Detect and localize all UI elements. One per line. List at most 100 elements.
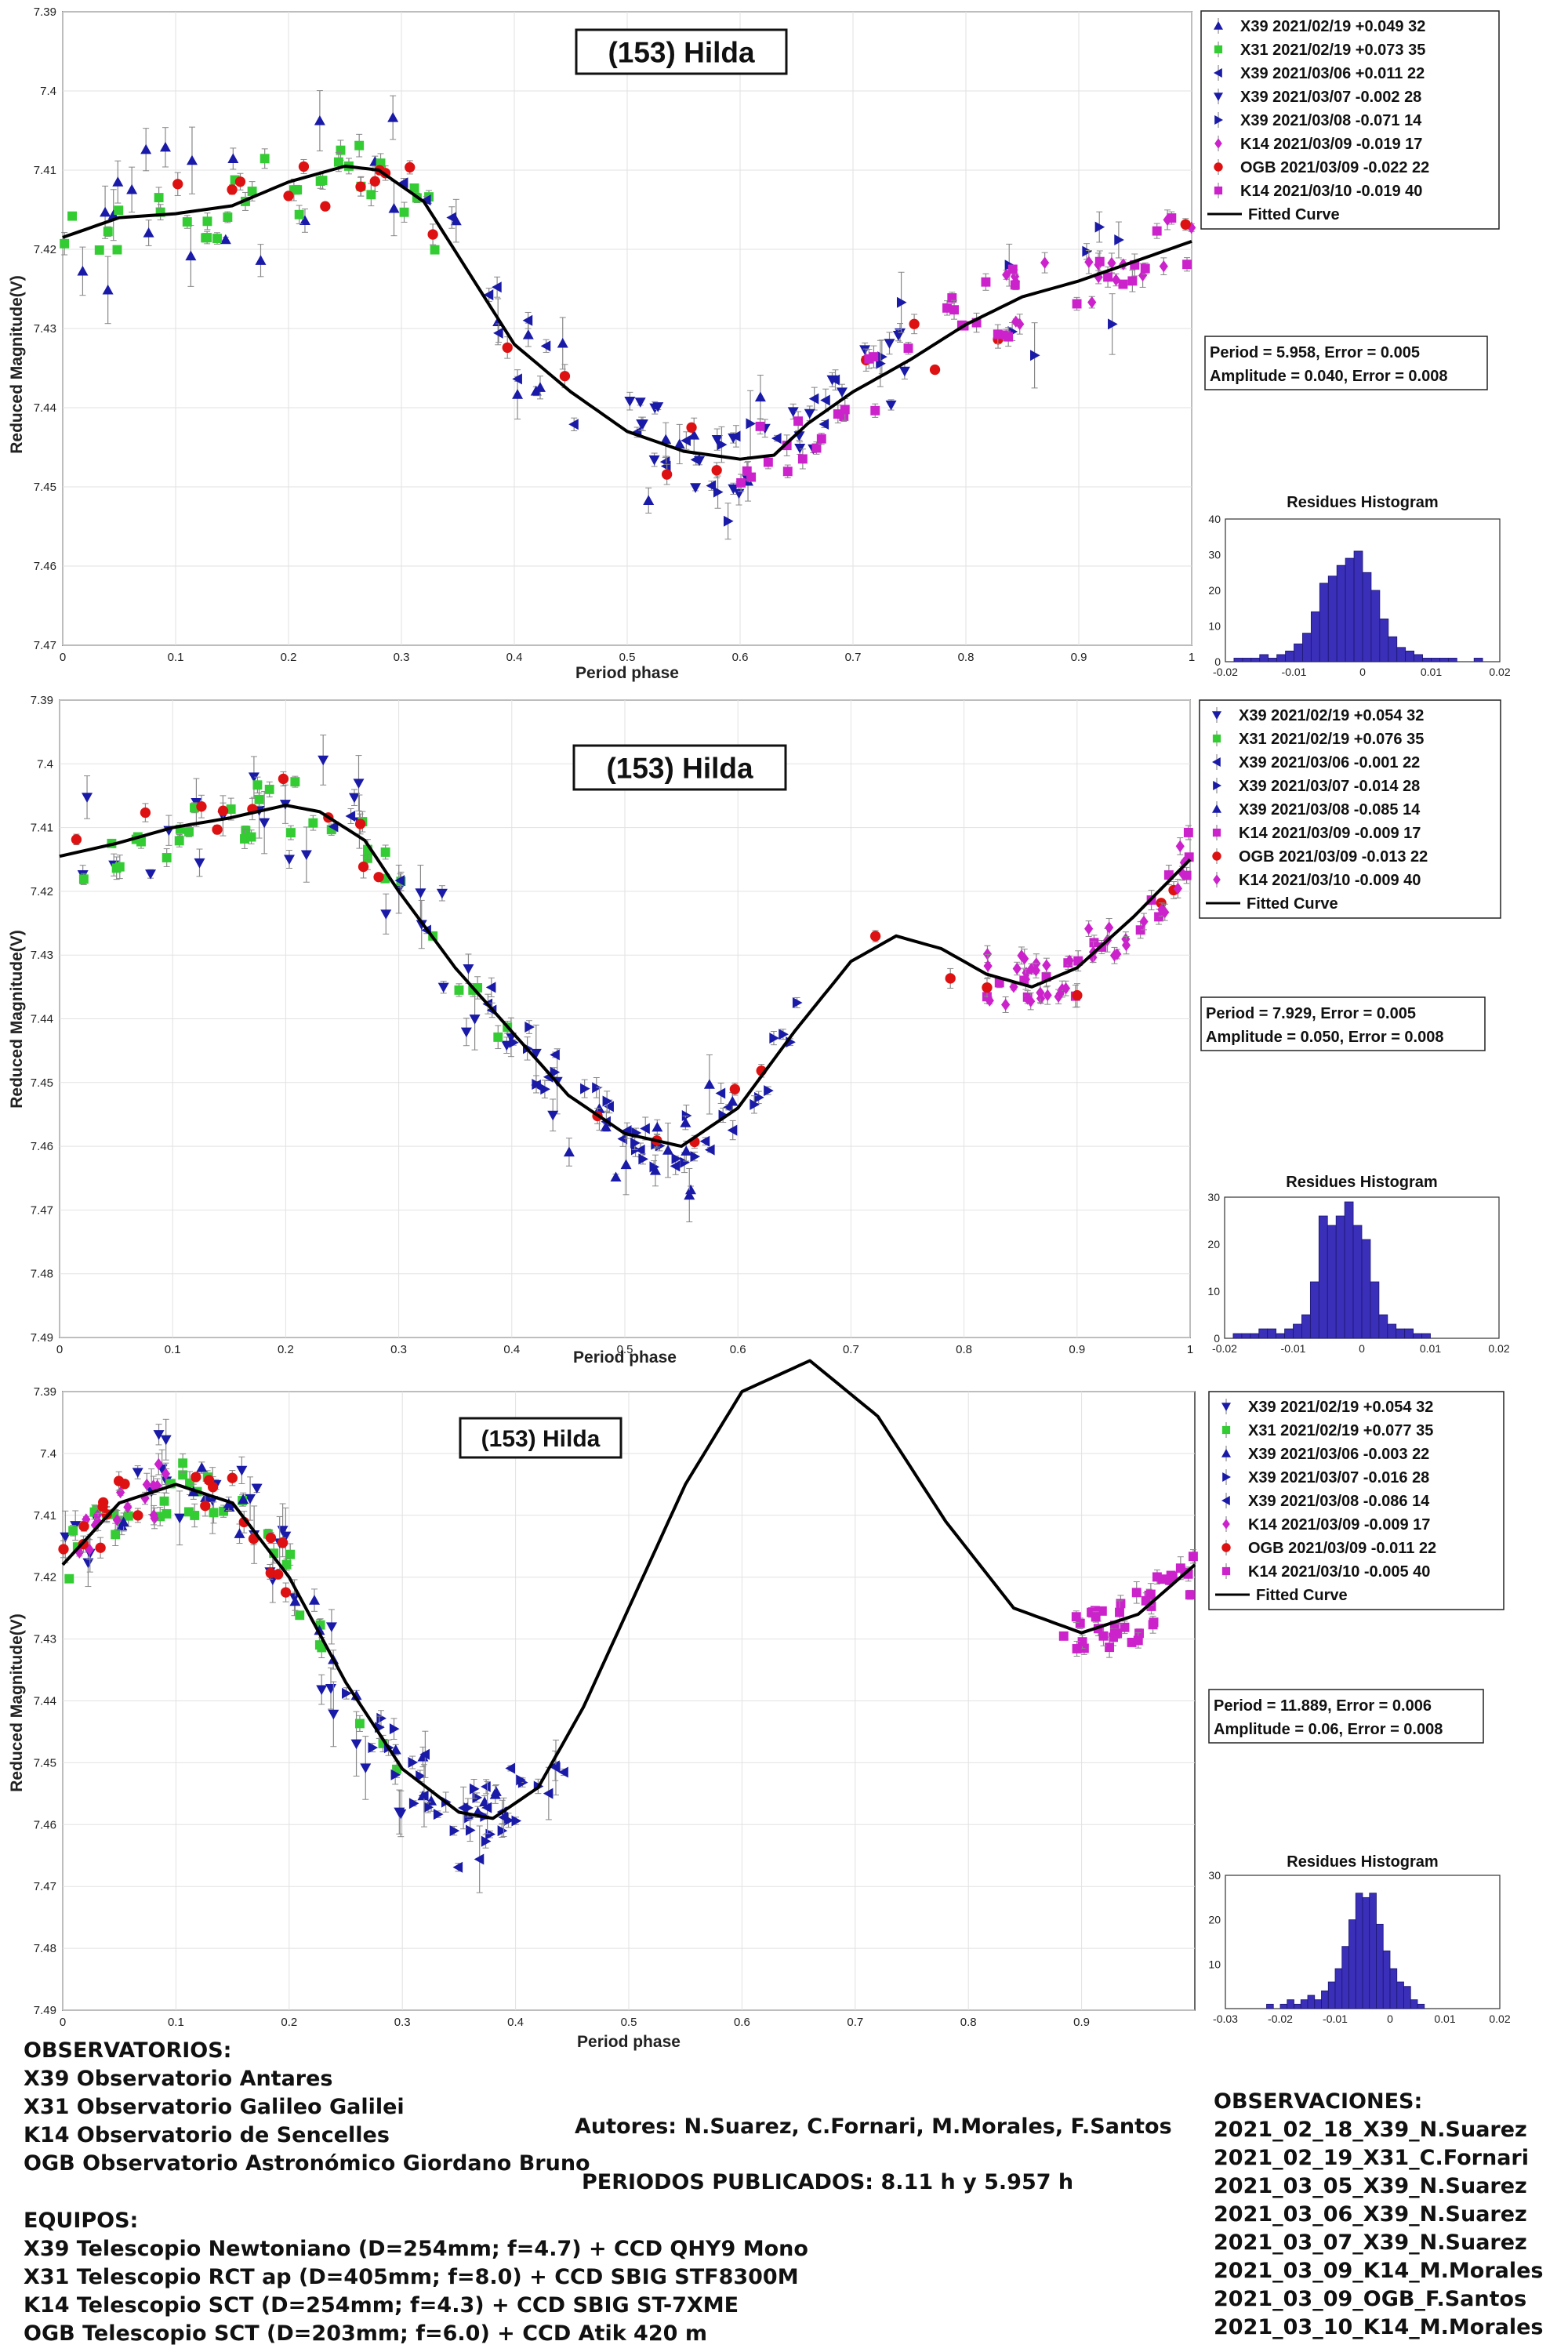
series-7-points: [58, 1470, 292, 1602]
y-tick-label: 7.45: [34, 1756, 56, 1769]
data-point: [196, 801, 207, 812]
histogram-bar: [1370, 1281, 1380, 1339]
histogram-bar: [1327, 575, 1338, 662]
histogram-x-tick: 0.02: [1489, 666, 1510, 678]
y-tick-label: 7.39: [34, 1385, 56, 1399]
data-point: [350, 1690, 362, 1700]
observation-item: 2021_03_06_X39_N.Suarez: [1214, 2202, 1527, 2227]
data-point: [92, 1504, 102, 1515]
data-point: [238, 1494, 249, 1504]
data-point: [182, 217, 192, 227]
data-point: [1036, 992, 1046, 1005]
data-point: [265, 1532, 277, 1544]
data-point: [680, 1117, 691, 1127]
y-tick-label: 7.49: [31, 1331, 53, 1345]
data-point: [119, 1479, 130, 1490]
data-point: [354, 140, 365, 151]
data-point: [703, 1079, 715, 1089]
histogram-bar: [1327, 1981, 1336, 2009]
data-point: [143, 227, 154, 238]
data-point: [550, 1066, 561, 1078]
lightcurve-panel-3: 0 0.1 0.2 0.3 0.4 0.5 0.6 0.7 0.8 0.9 7.39 7.4 7.41 7…: [8, 1359, 1511, 2051]
data-point: [437, 982, 449, 993]
data-point: [82, 1558, 94, 1569]
legend-label: K14 2021/03/09 -0.009 17: [1248, 1516, 1430, 1534]
data-point: [1091, 1612, 1101, 1622]
legend-label: X31 2021/02/19 +0.077 35: [1248, 1422, 1433, 1439]
data-point: [358, 861, 369, 873]
data-point: [159, 1496, 169, 1506]
histogram-bar: [1276, 1333, 1285, 1339]
legend-marker: [1214, 21, 1223, 30]
data-point: [717, 439, 728, 451]
data-point: [433, 1809, 444, 1820]
data-point: [162, 853, 172, 862]
data-point: [220, 234, 231, 245]
x-tick-label: 0.8: [956, 1343, 972, 1356]
data-point: [95, 1542, 106, 1553]
x-tick-label: 0.9: [1071, 651, 1087, 664]
data-point: [240, 834, 249, 844]
data-point: [956, 320, 967, 330]
x-tick-label: 0: [60, 651, 66, 664]
legend-label: X39 2021/03/08 -0.086 14: [1248, 1493, 1430, 1510]
histogram-bar: [1344, 1201, 1354, 1339]
x-tick-label: 0: [56, 1343, 63, 1356]
y-tick-label: 7.46: [34, 1818, 56, 1831]
data-point: [746, 472, 757, 482]
data-point: [426, 1795, 437, 1806]
x-tick-label: 0.3: [390, 1343, 407, 1356]
data-point: [684, 1189, 695, 1200]
data-point: [764, 1085, 774, 1097]
data-point: [892, 331, 904, 341]
data-point: [787, 407, 799, 417]
data-point: [71, 834, 82, 845]
data-point: [348, 793, 360, 804]
histogram-x-tick: 0: [1387, 2013, 1393, 2025]
data-point: [982, 982, 993, 993]
data-point: [1084, 922, 1094, 935]
data-point: [1159, 260, 1168, 273]
data-point: [870, 405, 880, 416]
data-point: [300, 850, 312, 861]
x-tick-label: 0.6: [730, 1343, 746, 1356]
data-point: [280, 1587, 292, 1598]
data-point: [184, 826, 194, 837]
legend-label: X39 2021/03/07 -0.014 28: [1239, 778, 1420, 795]
legend-label: K14 2021/03/09 -0.019 17: [1240, 136, 1422, 153]
y-tick-label: 7.46: [34, 560, 56, 573]
data-point: [140, 1492, 150, 1504]
x-tick-label: 0.3: [394, 2016, 411, 2029]
legend-label: K14 2021/03/10 -0.005 40: [1248, 1563, 1430, 1581]
y-tick-label: 7.39: [31, 694, 53, 707]
legend-marker: [1214, 138, 1222, 149]
data-point: [634, 397, 646, 408]
histogram-bar: [1421, 1333, 1431, 1339]
y-tick-label: 7.44: [34, 401, 56, 415]
histogram-bar: [1439, 658, 1449, 662]
data-point: [1173, 882, 1183, 895]
data-point: [1077, 1637, 1087, 1647]
histogram-y-tick: 30: [1208, 1869, 1221, 1882]
chart-title: (153) Hilda: [606, 752, 753, 784]
observation-item: 2021_03_07_X39_N.Suarez: [1214, 2230, 1527, 2255]
legend-label: X39 2021/03/06 -0.003 22: [1248, 1446, 1429, 1463]
x-tick-label: 1: [1189, 651, 1195, 664]
data-point: [102, 284, 114, 295]
data-point: [421, 194, 431, 206]
data-point: [896, 296, 907, 308]
histogram-bar: [1362, 572, 1372, 662]
histogram-bar: [1321, 1990, 1329, 2009]
data-point: [336, 145, 346, 155]
data-point: [1041, 972, 1051, 982]
data-point: [686, 422, 697, 433]
data-point: [754, 391, 766, 402]
data-point: [869, 352, 879, 362]
y-tick-label: 7.42: [34, 1571, 56, 1584]
data-point: [1135, 925, 1145, 935]
data-point: [1120, 1622, 1130, 1632]
data-point: [376, 158, 386, 169]
histogram-bar: [1431, 658, 1440, 662]
x-axis-label: Period phase: [573, 1348, 677, 1367]
observation-item: 2021_03_10_K14_M.Morales: [1214, 2315, 1544, 2339]
